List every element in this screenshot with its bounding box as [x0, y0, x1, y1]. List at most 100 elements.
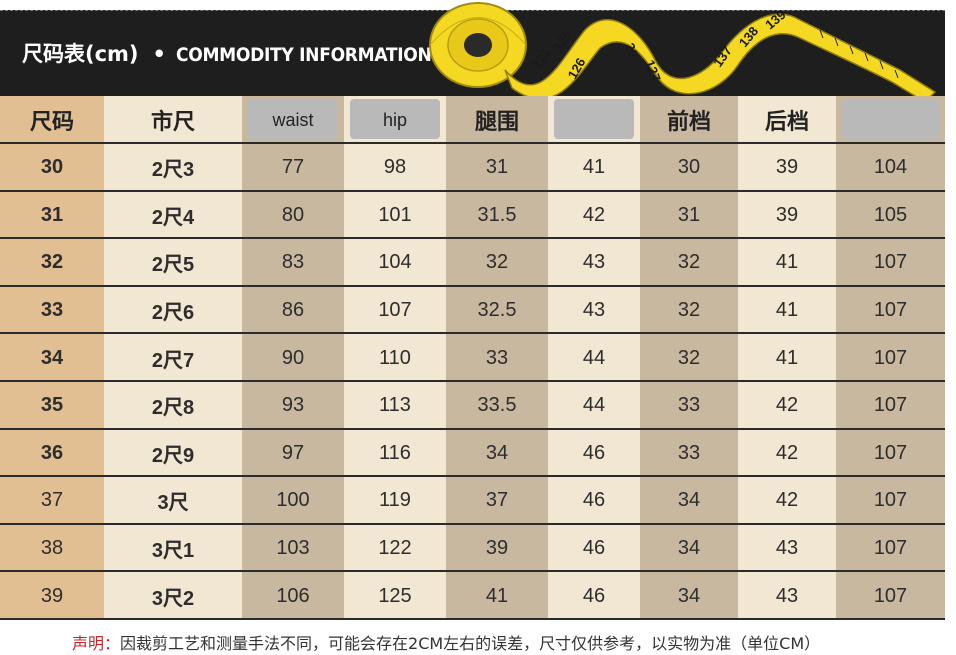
column-header: 前档	[666, 109, 711, 134]
disclaimer-label: 声明：	[72, 634, 121, 653]
table-cell: 32	[677, 251, 701, 274]
table-cell: 30	[40, 156, 64, 179]
table-cell: 41	[582, 156, 606, 179]
table-cell: 100	[276, 489, 310, 512]
table-cell: 32	[677, 346, 701, 369]
table-cell: 32	[40, 251, 64, 274]
column-stripe	[242, 96, 344, 620]
table-cell: 35	[40, 394, 64, 417]
redacted-label-box	[350, 99, 440, 139]
table-cell: 2尺8	[151, 397, 195, 420]
table-cell: 39	[775, 203, 799, 226]
table-cell: 104	[378, 251, 412, 274]
table-cell: 31	[485, 156, 509, 179]
table-cell: 107	[873, 251, 908, 274]
table-cell: 33	[40, 299, 64, 322]
table-cell: 33	[677, 441, 701, 464]
page-title: 尺码表(cm) • COMMODITY INFORMATION	[22, 38, 432, 68]
table-cell: 32.5	[477, 299, 517, 322]
table-cell: 3尺	[157, 492, 189, 515]
table-cell: 97	[281, 441, 305, 464]
column-stripe	[738, 96, 836, 620]
table-cell: 34	[677, 489, 701, 512]
column-stripe	[640, 96, 738, 620]
table-cell: 46	[582, 489, 606, 512]
table-cell: 43	[582, 251, 606, 274]
table-cell: 107	[873, 537, 908, 560]
table-row: 31 2尺4 80 101 31.5 42 31 39 105	[0, 192, 945, 240]
table-cell: 46	[582, 441, 606, 464]
title-chinese: 尺码表(cm)	[22, 42, 139, 66]
table-cell: 83	[281, 251, 305, 274]
table-cell: 104	[873, 156, 908, 179]
column-stripe	[344, 96, 446, 620]
table-cell: 107	[873, 394, 908, 417]
table-cell: 107	[873, 299, 908, 322]
table-cell: 80	[281, 203, 305, 226]
table-row: 30 2尺3 77 98 31 41 30 39 104	[0, 144, 945, 192]
title-english: COMMODITY INFORMATION	[175, 44, 432, 66]
table-cell: 44	[582, 394, 606, 417]
column-header: 尺码	[29, 109, 74, 134]
table-cell: 110	[379, 346, 411, 369]
redacted-label-box	[248, 99, 338, 139]
column-stripe	[548, 96, 640, 620]
table-cell: 39	[485, 537, 509, 560]
table-cell: 34	[677, 584, 701, 607]
table-cell: 2尺3	[151, 159, 195, 182]
title-separator: •	[152, 42, 166, 66]
table-row: 36 2尺9 97 116 34 46 33 42 107	[0, 430, 945, 478]
column-header: 腿围	[474, 109, 519, 134]
table-cell: 46	[582, 584, 606, 607]
disclaimer-text: 因裁剪工艺和测量手法不同，可能会存在2CM左右的误差，尺寸仅供参考，以实物为准（…	[120, 634, 821, 653]
table-cell: 41	[775, 299, 799, 322]
tape-number: 127	[642, 58, 664, 84]
table-header-row: 尺码 市尺 waist hip 腿围 前档 后档	[0, 96, 945, 144]
table-cell: 86	[281, 299, 305, 322]
table-cell: 106	[276, 584, 310, 607]
table-cell: 2尺6	[151, 302, 195, 325]
table-cell: 43	[582, 299, 606, 322]
column-header	[838, 96, 943, 144]
row-divider	[0, 332, 945, 335]
tape-number: 121	[530, 45, 554, 71]
row-divider	[0, 618, 945, 620]
table-cell: 2尺7	[151, 349, 195, 372]
table-cell: 101	[378, 203, 412, 226]
table-cell: 39	[775, 156, 799, 179]
column-header: 市尺	[150, 109, 195, 134]
column-stripe	[836, 96, 945, 620]
column-stripe	[446, 96, 548, 620]
row-divider	[0, 475, 945, 478]
table-cell: 77	[281, 156, 305, 179]
table-cell: 3尺2	[151, 587, 195, 610]
table-row: 33 2尺6 86 107 32.5 43 32 41 107	[0, 287, 945, 335]
measuring-tape-icon: 121 125 126 20 127 137 138 139	[429, 2, 937, 103]
table-cell: 3尺1	[151, 540, 195, 563]
table-cell: 31	[677, 203, 701, 226]
table-cell: 43	[775, 537, 799, 560]
table-cell: 46	[582, 537, 606, 560]
table-cell: 107	[378, 299, 412, 322]
table-cell: 2尺9	[151, 444, 195, 467]
table-cell: 42	[775, 489, 799, 512]
table-cell: 113	[379, 394, 411, 417]
table-cell: 103	[276, 537, 310, 560]
table-cell: 43	[775, 584, 799, 607]
column-header: 后档	[764, 109, 809, 134]
table-cell: 107	[873, 346, 908, 369]
column-header	[550, 96, 638, 144]
table-cell: 36	[40, 441, 64, 464]
table-cell: 44	[582, 346, 606, 369]
table-cell: 41	[775, 251, 799, 274]
tape-number: 20	[622, 41, 641, 60]
table-cell: 41	[485, 584, 509, 607]
table-cell: 34	[677, 537, 701, 560]
table-cell: 37	[40, 489, 64, 512]
table-cell: 34	[40, 346, 64, 369]
table-cell: 107	[873, 584, 908, 607]
table-cell: 33	[485, 346, 509, 369]
table-cell: 98	[383, 156, 407, 179]
table-cell: 33.5	[477, 394, 517, 417]
redacted-label-box	[842, 99, 939, 139]
